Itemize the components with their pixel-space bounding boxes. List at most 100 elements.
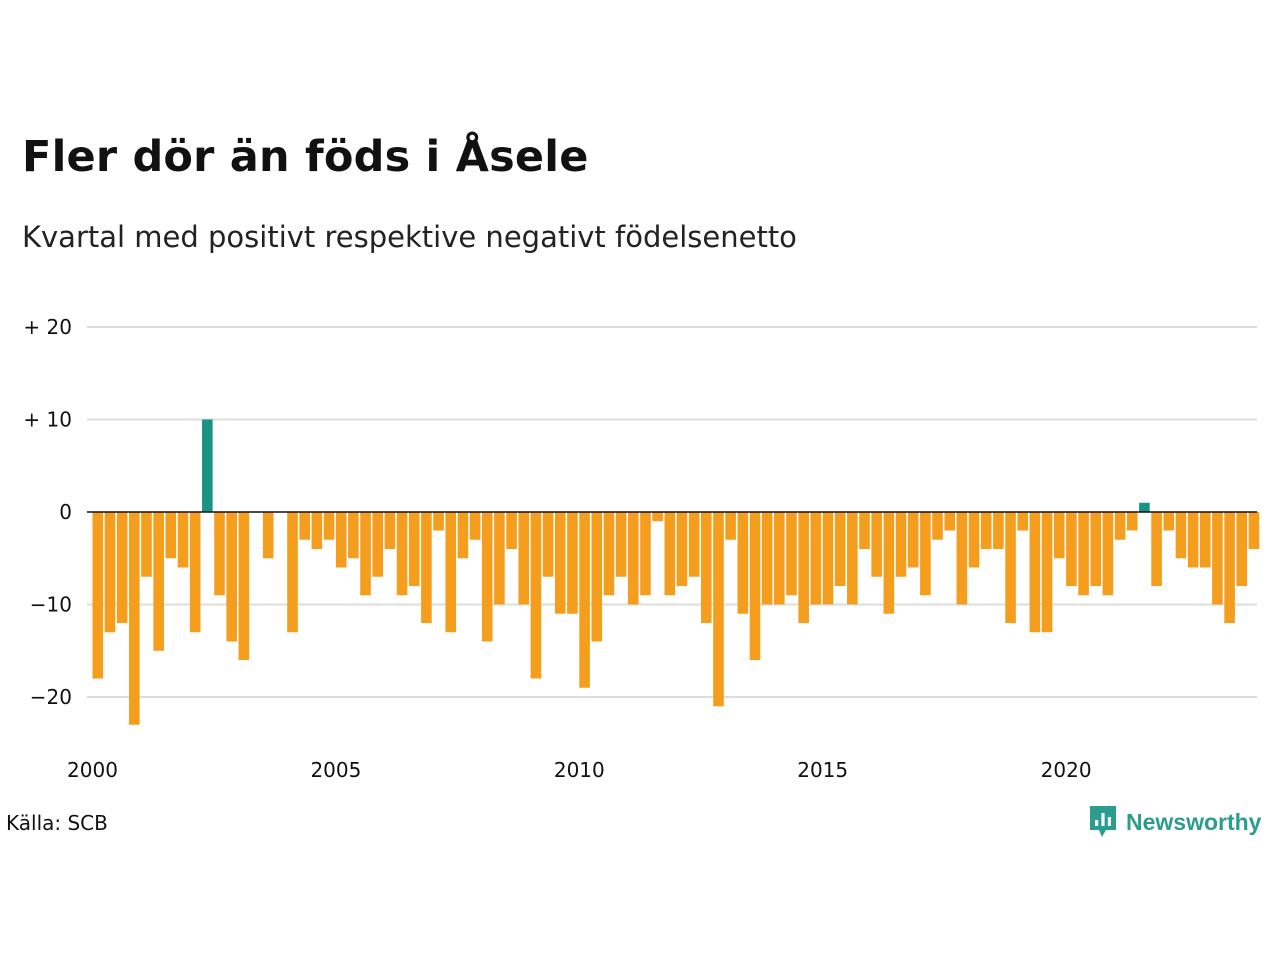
bar bbox=[579, 512, 590, 688]
bar bbox=[165, 512, 177, 559]
bar bbox=[202, 419, 213, 512]
bar bbox=[469, 512, 481, 540]
chart-subtitle: Kvartal med positivt respektive negativt… bbox=[22, 220, 797, 254]
bar bbox=[433, 512, 444, 531]
bar bbox=[421, 512, 432, 623]
bar bbox=[1236, 512, 1248, 586]
bar bbox=[481, 512, 493, 642]
bar bbox=[396, 512, 408, 596]
bar bbox=[1212, 512, 1223, 605]
bar bbox=[968, 512, 980, 568]
bar bbox=[798, 512, 809, 623]
bar bbox=[177, 512, 189, 568]
y-tick-label: + 20 bbox=[23, 315, 72, 339]
y-tick-label: + 10 bbox=[23, 408, 72, 432]
bar bbox=[761, 512, 773, 605]
bar bbox=[299, 512, 310, 540]
newsworthy-logo-icon bbox=[1090, 806, 1116, 837]
bar bbox=[518, 512, 530, 605]
bar bbox=[1102, 512, 1114, 596]
bar bbox=[774, 512, 785, 605]
bar bbox=[384, 512, 396, 549]
bar bbox=[567, 512, 578, 614]
bar bbox=[883, 512, 895, 614]
bar bbox=[1199, 512, 1211, 568]
bar bbox=[1005, 512, 1016, 623]
bar bbox=[713, 512, 724, 707]
bar-chart: + 20 + 10 0 −10 −20 2000 2005 2010 2015 2020 bbox=[23, 315, 1260, 782]
bar bbox=[1163, 512, 1175, 531]
bar bbox=[542, 512, 554, 577]
bar bbox=[554, 512, 566, 614]
bar bbox=[652, 512, 663, 522]
bar bbox=[810, 512, 822, 605]
bar bbox=[834, 512, 846, 586]
bar bbox=[944, 512, 955, 531]
bar bbox=[1187, 512, 1199, 568]
bar bbox=[847, 512, 858, 605]
bar bbox=[92, 512, 104, 679]
bar bbox=[895, 512, 907, 577]
bar bbox=[1029, 512, 1041, 633]
bar bbox=[920, 512, 931, 596]
bar bbox=[445, 512, 457, 633]
bar bbox=[153, 512, 164, 651]
bar bbox=[1126, 512, 1138, 531]
bar bbox=[238, 512, 250, 660]
bar bbox=[640, 512, 651, 596]
bar bbox=[591, 512, 603, 642]
bar bbox=[530, 512, 542, 679]
x-tick-label: 2020 bbox=[1041, 758, 1092, 782]
bar bbox=[822, 512, 834, 605]
bar bbox=[335, 512, 347, 568]
bar bbox=[104, 512, 116, 633]
bar bbox=[859, 512, 870, 549]
bar bbox=[1139, 502, 1150, 512]
bar bbox=[141, 512, 152, 577]
bar bbox=[737, 512, 749, 614]
newsworthy-logo-label: Newsworthy bbox=[1126, 808, 1262, 835]
bar bbox=[956, 512, 968, 605]
y-tick-label: −10 bbox=[30, 593, 72, 617]
bar bbox=[603, 512, 615, 596]
bar bbox=[1090, 512, 1102, 586]
bar bbox=[372, 512, 384, 577]
bar bbox=[1151, 512, 1162, 586]
bar bbox=[615, 512, 627, 577]
y-tick-label: −20 bbox=[30, 685, 72, 709]
bar bbox=[1248, 512, 1260, 549]
bar bbox=[993, 512, 1004, 549]
bar bbox=[116, 512, 128, 623]
bar bbox=[226, 512, 237, 642]
bar bbox=[676, 512, 688, 586]
bar bbox=[189, 512, 201, 633]
bar bbox=[214, 512, 225, 596]
bar bbox=[980, 512, 992, 549]
bar bbox=[688, 512, 700, 577]
bar bbox=[871, 512, 882, 577]
bar bbox=[1114, 512, 1126, 540]
bar bbox=[749, 512, 761, 660]
bar bbox=[1078, 512, 1089, 596]
bar bbox=[1224, 512, 1235, 623]
newsworthy-logo: Newsworthy bbox=[1088, 804, 1261, 840]
bar bbox=[457, 512, 469, 559]
bar bbox=[786, 512, 797, 596]
x-tick-label: 2000 bbox=[67, 758, 118, 782]
bar bbox=[627, 512, 639, 605]
bar bbox=[907, 512, 919, 568]
bar bbox=[1017, 512, 1029, 531]
bar bbox=[360, 512, 371, 596]
y-tick-label: 0 bbox=[59, 500, 72, 524]
bar bbox=[1053, 512, 1065, 559]
bar bbox=[725, 512, 736, 540]
bar bbox=[129, 512, 140, 725]
bar bbox=[311, 512, 323, 549]
bar bbox=[932, 512, 943, 540]
bar bbox=[262, 512, 274, 559]
x-tick-label: 2015 bbox=[797, 758, 848, 782]
source-note: Källa: SCB bbox=[6, 811, 108, 835]
bar bbox=[1175, 512, 1187, 559]
bar bbox=[1041, 512, 1053, 633]
bar bbox=[408, 512, 420, 586]
